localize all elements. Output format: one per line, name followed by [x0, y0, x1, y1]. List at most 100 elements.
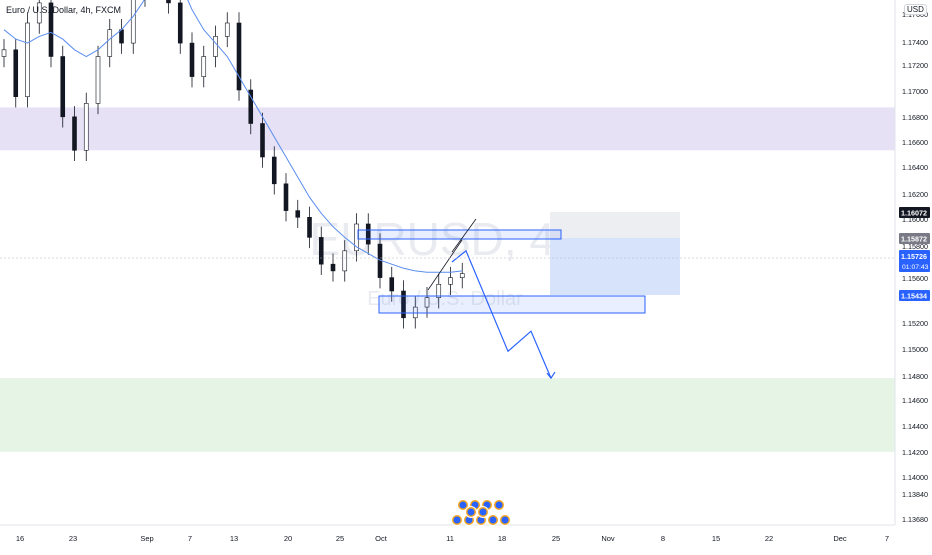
projected-arrowhead [546, 371, 556, 380]
time-tick-label: Sep [140, 534, 153, 543]
economic-event-icon [457, 499, 469, 511]
candle-body [177, 2, 183, 44]
trend-line-lower [427, 239, 463, 291]
event-icon-inner [453, 516, 461, 524]
candle-body [201, 56, 207, 77]
candle-body [119, 29, 124, 44]
price-tick-label: 1.14800 [902, 372, 928, 381]
price-tick-label: 1.16400 [902, 163, 928, 172]
time-tick-label: 7 [885, 534, 889, 543]
price-tick-label: 1.14400 [902, 422, 928, 431]
currency-badge[interactable]: USD [904, 4, 927, 15]
time-tick-label: 8 [661, 534, 665, 543]
price-tick-label: 1.16800 [902, 113, 928, 122]
price-tick-label: 1.16000 [902, 215, 928, 224]
price-tick-label: 1.15200 [902, 319, 928, 328]
price-marker-mid: 1.15872 [901, 235, 927, 244]
price-tick-label: 1.16200 [902, 190, 928, 199]
candle-body [236, 22, 242, 91]
candle-body [448, 277, 453, 285]
candle-body [130, 0, 136, 44]
price-marker-high-bg [899, 207, 930, 218]
candle-body [401, 290, 406, 319]
candle-body [107, 29, 113, 57]
candle-body [1, 49, 7, 57]
symbol-title: Euro / U.S. Dollar, 4h, FXCM [6, 5, 122, 15]
time-tick-label: 13 [230, 534, 238, 543]
resistance-box [357, 229, 562, 240]
candle-body [436, 283, 442, 298]
time-tick-label: 7 [188, 534, 192, 543]
candle-body [72, 116, 77, 151]
price-tick-label: 1.14000 [902, 473, 928, 482]
event-icon-inner [495, 501, 503, 509]
event-icon-inner [489, 516, 497, 524]
candle-body [60, 56, 66, 118]
price-tick-label: 1.13680 [902, 515, 928, 524]
economic-event-icon [451, 514, 463, 526]
time-tick-label: 23 [69, 534, 77, 543]
price-tick-label: 1.17000 [902, 87, 928, 96]
event-icon-inner [479, 508, 487, 516]
economic-event-icon [465, 506, 477, 518]
candle-body [424, 297, 430, 308]
candles [1, 0, 465, 329]
candle-body [189, 42, 195, 77]
time-tick-label: Oct [375, 534, 388, 543]
event-icon-inner [465, 516, 473, 524]
last-price-value: 1.15726 [901, 252, 927, 261]
projected-path [451, 249, 552, 379]
candle-body [389, 277, 395, 292]
candle-body [95, 56, 101, 104]
candle-body [25, 22, 30, 97]
price-marker-target: 1.15434 [901, 292, 927, 301]
economic-event-icon [487, 514, 499, 526]
trend-line-upper [451, 218, 477, 253]
candle-body [248, 89, 254, 124]
candle-body [330, 263, 336, 272]
time-tick-label: Dec [833, 534, 847, 543]
candle-body [36, 2, 42, 24]
price-tick-label: 1.14600 [902, 396, 928, 405]
price-tick-label: 1.15000 [902, 345, 928, 354]
moving-average-line [3, 0, 463, 273]
time-tick-label: 18 [498, 534, 506, 543]
position-tool-target [550, 238, 680, 295]
price-tick-label: 1.15800 [902, 242, 928, 251]
candle-body [342, 250, 348, 272]
support-box [378, 295, 646, 314]
price-tick-label: 1.15600 [902, 274, 928, 283]
time-tick-label: 16 [16, 534, 24, 543]
candle-body [459, 273, 465, 278]
price-tick-label: 1.13840 [902, 490, 928, 499]
event-icon-inner [501, 516, 509, 524]
time-tick-label: 22 [765, 534, 773, 543]
candle-body [48, 2, 54, 57]
price-tick-label: 1.16600 [902, 138, 928, 147]
price-tick-label: 1.17200 [902, 61, 928, 70]
price-tick-label: 1.14200 [902, 448, 928, 457]
position-tool-stop [550, 212, 680, 238]
price-marker-target-bg [899, 290, 930, 301]
resistance-zone [0, 107, 895, 151]
time-tick-label: 25 [336, 534, 344, 543]
event-icon-inner [467, 508, 475, 516]
candle-body [260, 123, 265, 158]
price-marker-mid-bg [899, 233, 930, 244]
price-marker-high: 1.16072 [901, 209, 927, 218]
time-tick-label: 15 [712, 534, 720, 543]
candle-body [224, 22, 230, 37]
economic-event-icon [499, 514, 511, 526]
time-tick-label: 25 [552, 534, 560, 543]
time-tick-label: 20 [284, 534, 292, 543]
time-tick-label: 11 [446, 534, 454, 543]
candle-body [318, 237, 324, 265]
candle-body [283, 183, 289, 211]
event-icon-inner [477, 516, 485, 524]
economic-event-icon [493, 499, 505, 511]
candle-body [166, 0, 171, 4]
last-price-badge-bg [899, 250, 930, 272]
candle-body [83, 103, 89, 151]
